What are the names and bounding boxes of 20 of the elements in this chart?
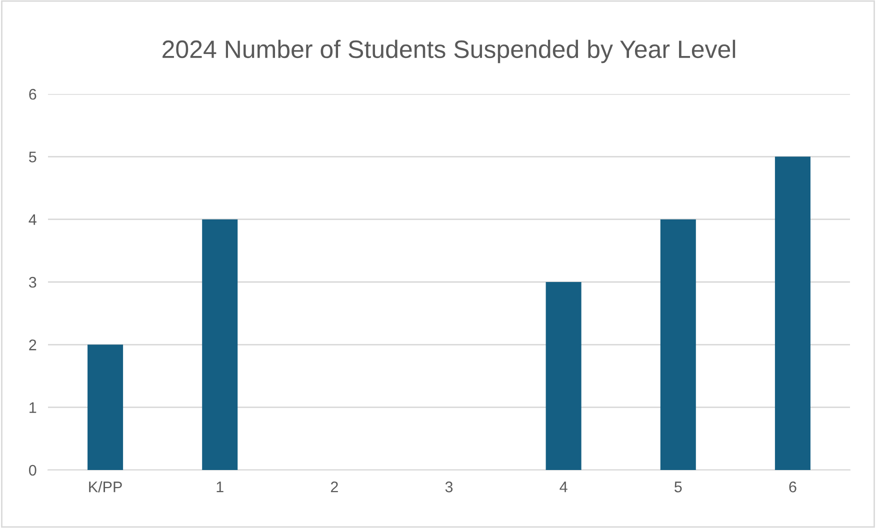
x-tick-label: 6: [789, 482, 796, 492]
x-tick-label: 1: [216, 482, 224, 492]
y-tick-label: 5: [29, 152, 36, 162]
bar: [202, 219, 238, 470]
bar: [774, 156, 810, 470]
y-tick-label: 4: [28, 214, 36, 225]
y-tick-label: 2: [29, 340, 36, 350]
bar: [546, 282, 582, 470]
x-tick-label: 2: [330, 482, 338, 492]
y-tick-label: 3: [28, 276, 36, 288]
x-tick-label: 5: [674, 482, 682, 492]
bar: [88, 344, 124, 470]
bar: [660, 219, 696, 470]
y-tick-label: 0: [28, 464, 36, 476]
chart-title: 2024 Number of Students Suspended by Year Level: [162, 40, 736, 64]
y-tick-label: 6: [29, 88, 36, 100]
y-tick-label: 1: [30, 402, 36, 413]
x-tick-label: K/PP: [89, 481, 122, 492]
x-tick-label: 3: [445, 482, 453, 492]
x-tick-label: 4: [560, 482, 568, 492]
